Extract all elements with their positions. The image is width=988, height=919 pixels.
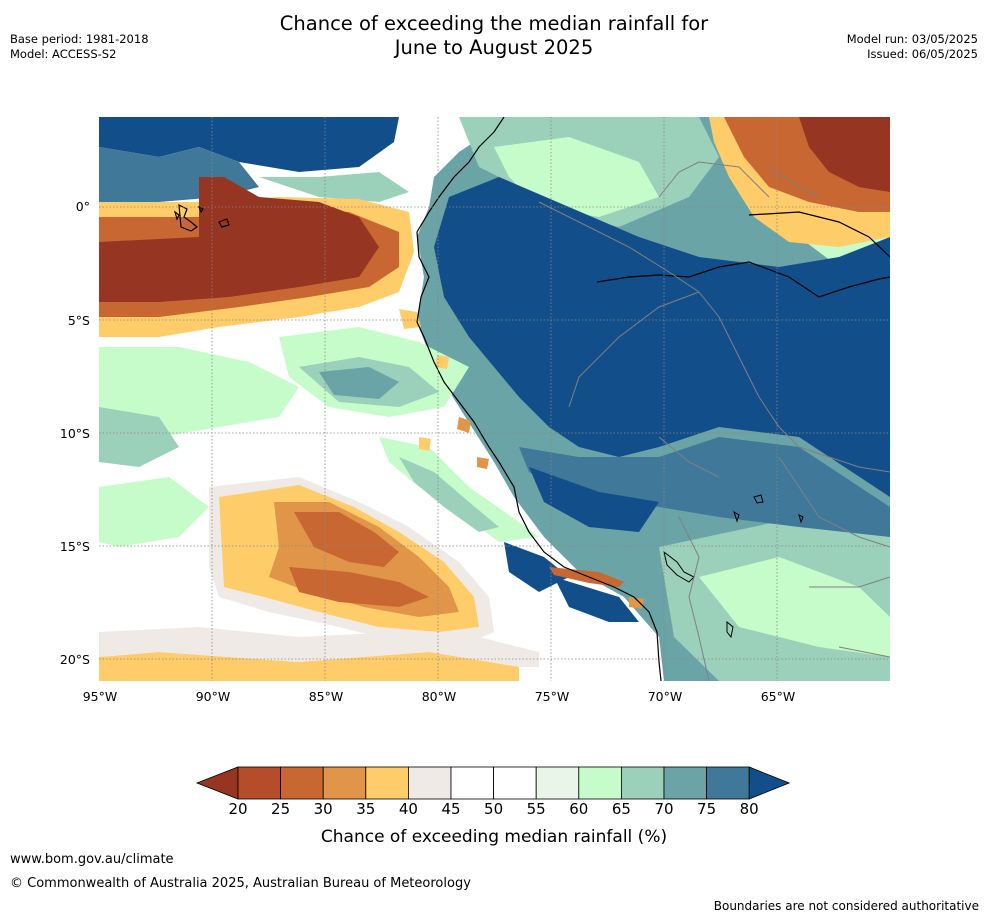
lat-label-5s: 5°S (67, 313, 90, 328)
coastline (416, 117, 662, 681)
disclaimer-text: Boundaries are not considered authoritat… (713, 899, 979, 913)
colorbar-segment (450, 766, 494, 800)
coast-orange-spot-3 (457, 417, 471, 433)
ocean-rust-south (294, 512, 399, 567)
galapagos-islands (173, 203, 230, 232)
ocean-lightgreen-sw (99, 477, 209, 547)
colorbar-tick-label: 40 (398, 800, 418, 818)
metadata-right: Model run: 03/05/2025 Issued: 06/05/2025 (847, 32, 978, 62)
ocean-beige-bottom (99, 627, 539, 667)
map-canvas (99, 117, 890, 681)
base-period-text: Base period: 1981-2018 (10, 32, 149, 46)
land-darkred-ne (799, 117, 890, 192)
colorbar-tick-label: 25 (271, 800, 291, 818)
ocean-darkblue-nw (99, 117, 399, 172)
coastline-northeast (748, 211, 890, 258)
colorbar-segment (663, 766, 707, 800)
colorbar-title: Chance of exceeding median rainfall (%) (320, 827, 668, 847)
rainfall-map (99, 117, 890, 681)
lat-label-10s: 10°S (59, 426, 90, 441)
colorbar-segment (237, 766, 281, 800)
lake-titicaca (663, 550, 695, 583)
copyright-text: © Commonwealth of Australia 2025, Austra… (10, 876, 471, 891)
colorbar-tick-label: 70 (654, 800, 674, 818)
colorbar-tick-label: 35 (356, 800, 376, 818)
colorbar-segment (578, 766, 622, 800)
title-line-2: June to August 2025 (394, 36, 594, 59)
country-borders (538, 161, 890, 681)
bolivia-lakes (726, 494, 804, 639)
ocean-teal-central (319, 367, 399, 399)
lon-label-90w: 90°W (195, 689, 231, 704)
ocean-green-nw (259, 172, 409, 202)
title-line-1: Chance of exceeding the median rainfall … (279, 12, 709, 35)
lon-label-75w: 75°W (534, 689, 570, 704)
land-darkblue-central (434, 177, 890, 497)
colorbar-segment (706, 766, 750, 800)
land-darkblue-south (529, 467, 659, 532)
colorbar-segment (280, 766, 324, 800)
issued-text: Issued: 06/05/2025 (867, 47, 978, 61)
ocean-green-near-coast (399, 457, 499, 532)
lon-label-80w: 80°W (421, 689, 457, 704)
colorbar-extend-low (195, 766, 239, 800)
land-darkblue-peru-coast (554, 577, 639, 622)
lon-label-70w: 70°W (647, 689, 683, 704)
model-run-text: Model run: 03/05/2025 (846, 32, 978, 46)
colorbar-segment (407, 766, 452, 800)
colorbar-tick-label: 75 (697, 800, 717, 818)
colorbar-segment (620, 766, 665, 800)
coastline-north (596, 261, 890, 298)
colorbar-tick-label: 45 (441, 800, 461, 818)
website-link[interactable]: www.bom.gov.au/climate (10, 852, 174, 867)
colorbar-tick-label: 60 (569, 800, 589, 818)
colorbar (195, 766, 791, 800)
coast-orange-spot-5 (477, 457, 489, 469)
colorbar-segment (535, 766, 580, 800)
colorbar-tick-label: 50 (484, 800, 504, 818)
lon-label-95w: 95°W (82, 689, 118, 704)
lat-label-15s: 15°S (59, 539, 90, 554)
colorbar-tick-label: 55 (526, 800, 546, 818)
metadata-left: Base period: 1981-2018 Model: ACCESS-S2 (10, 32, 149, 62)
colorbar-segments (195, 766, 791, 800)
ocean-darkred-equatorial (99, 177, 379, 302)
coast-orange-spot-4 (419, 437, 431, 451)
model-text: Model: ACCESS-S2 (10, 47, 117, 61)
coast-orange-spot-6 (629, 597, 644, 609)
land-mediumblue-band (519, 437, 890, 537)
lat-label-0: 0° (75, 199, 90, 214)
lat-label-20s: 20°S (59, 652, 90, 667)
graticule (99, 117, 890, 681)
colorbar-tick-label: 20 (228, 800, 248, 818)
ocean-rust-south-2 (289, 567, 429, 607)
ocean-lightgreen-near-coast (379, 437, 539, 542)
coast-orange-spot-2 (435, 355, 449, 369)
colorbar-extend-high (748, 766, 791, 800)
colorbar-segment (493, 766, 537, 800)
colorbar-segment (365, 766, 409, 800)
coast-orange-spot-1 (399, 309, 421, 329)
colorbar-tick-label: 30 (313, 800, 333, 818)
colorbar-tick-label: 80 (739, 800, 759, 818)
lon-label-85w: 85°W (308, 689, 344, 704)
coast-red-streak (549, 567, 624, 587)
lon-label-65w: 65°W (760, 689, 796, 704)
ocean-lightgreen-west (99, 347, 299, 437)
land-lightgreen-south (699, 557, 890, 657)
map-title: Chance of exceeding the median rainfall … (0, 12, 988, 60)
land-darkblue-andes (504, 542, 569, 592)
ocean-green-west (99, 407, 179, 467)
colorbar-segment (322, 766, 367, 800)
colorbar-tick-label: 65 (611, 800, 631, 818)
